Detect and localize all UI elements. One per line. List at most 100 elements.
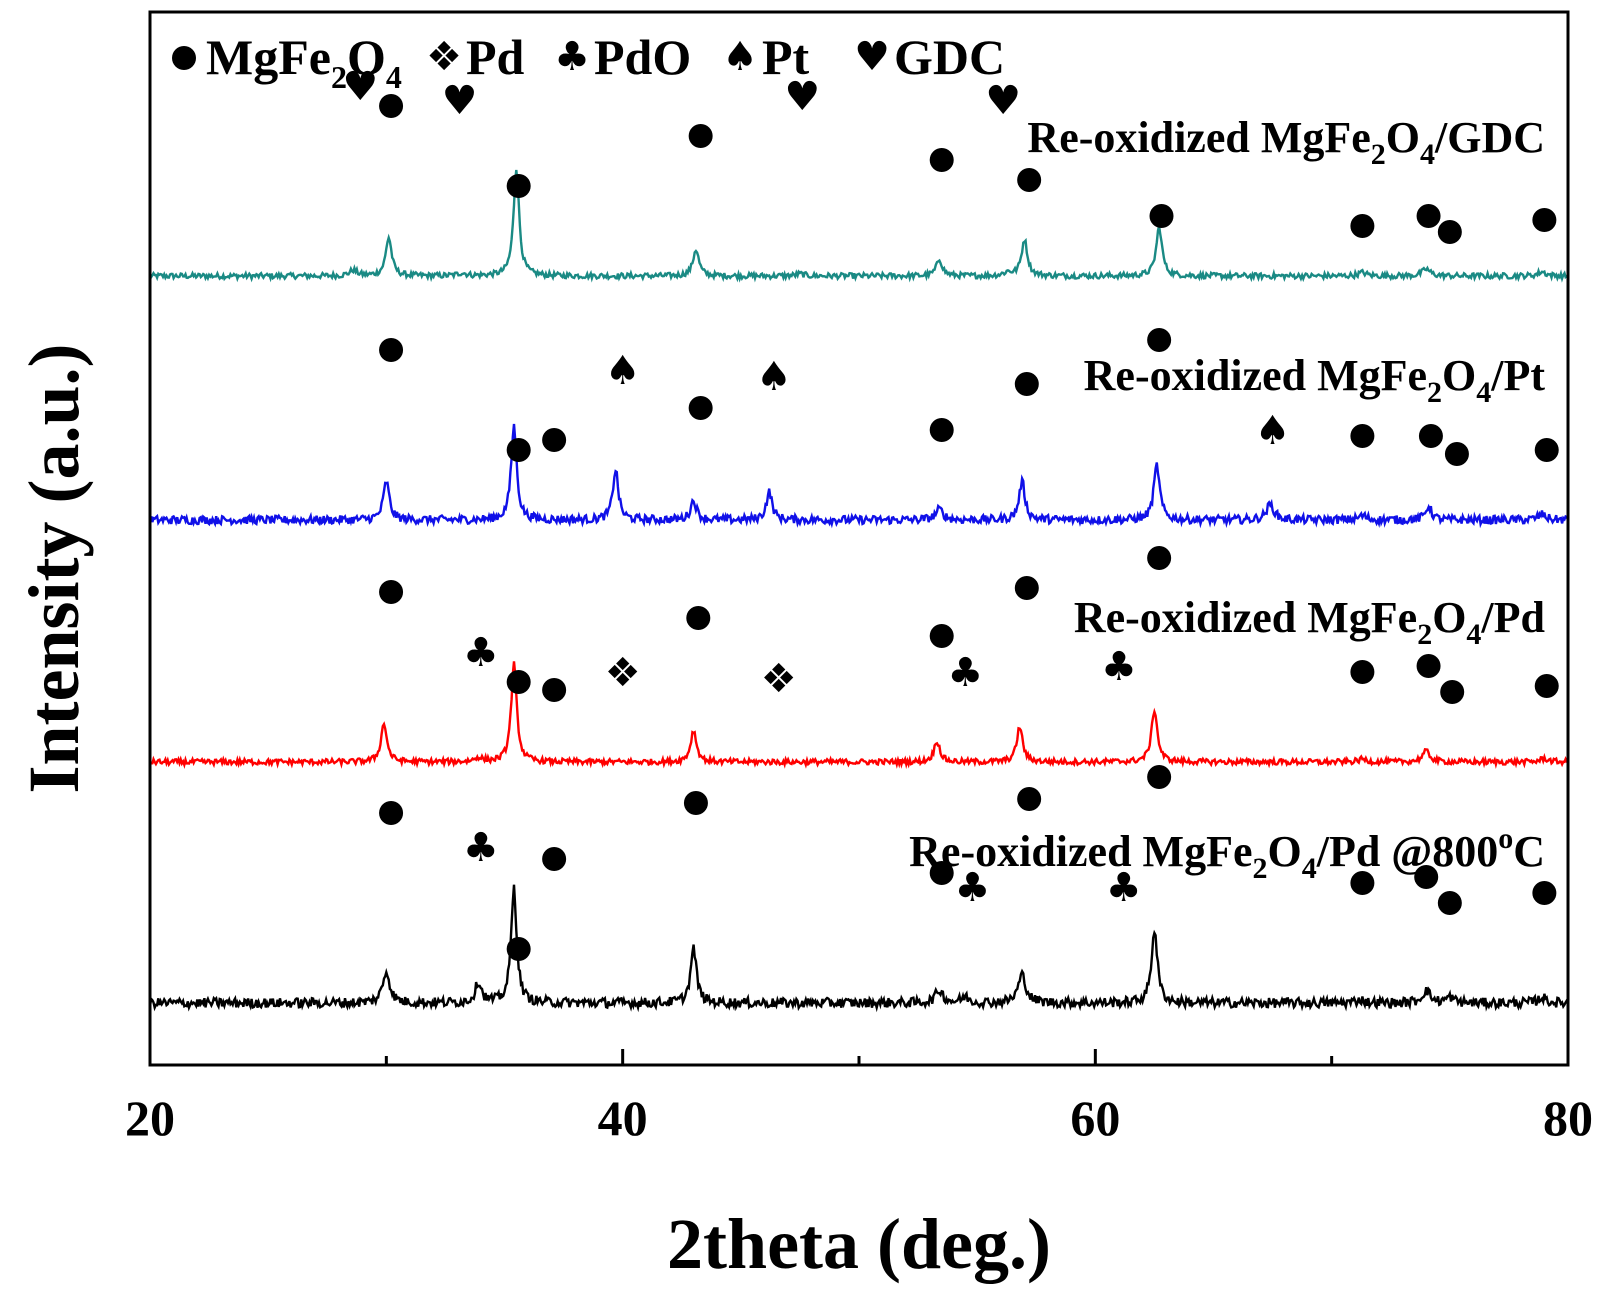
sample-label-part: /Pd [1480, 593, 1545, 642]
sample-label-part: 4 [1476, 376, 1491, 409]
mgfe2o4-peak-marker [506, 937, 531, 961]
mgfe2o4-peak-marker [929, 148, 954, 172]
mgfe2o4-peak-marker [1149, 204, 1174, 228]
mgfe2o4-peak-marker [688, 124, 713, 148]
legend-gdc-label: GDC [894, 29, 1005, 85]
x-tick-label: 20 [125, 1090, 175, 1146]
mgfe2o4-peak-marker [1414, 865, 1439, 889]
x-tick-label: 40 [598, 1090, 648, 1146]
mgfe2o4-peak-marker [542, 678, 567, 702]
mgfe2o4-peak-marker [929, 418, 954, 442]
xrd-pattern-line [148, 884, 1570, 1013]
mgfe2o4-peak-marker [1444, 442, 1469, 466]
mgfe2o4-peak-marker [1147, 328, 1172, 352]
legend-label-part: 4 [386, 59, 402, 95]
pt-peak-marker: ♠ [756, 354, 792, 400]
pd-peak-marker: ❖ [605, 650, 641, 696]
mgfe2o4-peak-marker [1440, 680, 1465, 704]
gdc-peak-marker: ♥ [985, 78, 1021, 124]
mgfe2o4-peak-marker [1534, 438, 1559, 462]
mgfe2o4-peak-marker [542, 428, 567, 452]
pdo-peak-marker: ♣ [947, 650, 983, 696]
sample-label-part: O [1442, 351, 1476, 400]
sample-label-part: Re-oxidized MgFe [909, 827, 1252, 876]
sample-label-part: Re-oxidized MgFe [1027, 113, 1370, 162]
mgfe2o4-peak-marker [1147, 546, 1172, 570]
sample-label-part: O [1267, 827, 1301, 876]
sample-label-part: 2 [1252, 852, 1267, 885]
legend-pt-marker: ♠ [722, 34, 758, 80]
sample-label: Re-oxidized MgFe2O4/Pd [1074, 593, 1545, 651]
series-layer [148, 169, 1570, 1013]
plot-frame [148, 10, 1570, 1067]
mgfe2o4-peak-marker [1416, 204, 1441, 228]
mgfe2o4-peak-marker [1532, 881, 1557, 905]
mgfe2o4-peak-marker [506, 438, 531, 462]
mgfe2o4-peak-marker [686, 606, 711, 630]
x-axis-ticks: 20 40 60 80 [125, 1049, 1593, 1146]
sample-label-part: 2 [1427, 376, 1442, 409]
mgfe2o4-peak-marker [379, 94, 404, 118]
legend-label-part: MgFe [206, 29, 331, 85]
mgfe2o4-peak-marker [1416, 654, 1441, 678]
mgfe2o4-peak-marker [542, 847, 567, 871]
sample-label-part: 4 [1466, 618, 1481, 651]
sample-label: Re-oxidized MgFe2O4/GDC [1027, 113, 1545, 171]
mgfe2o4-peak-marker [1437, 891, 1462, 915]
sample-label-part: 2 [1417, 618, 1432, 651]
legend: MgFe2O4 ❖ Pd ♣ PdO ♠ Pt ♥ GDC [172, 29, 1005, 95]
mgfe2o4-peak-marker [1014, 372, 1039, 396]
sample-label-part: /Pt [1490, 351, 1545, 400]
legend-label-part: 2 [331, 59, 347, 95]
mgfe2o4-peak-marker [1350, 660, 1375, 684]
mgfe2o4-peak-marker [1418, 424, 1443, 448]
mgfe2o4-peak-marker [506, 174, 531, 198]
sample-label-part: 4 [1302, 852, 1317, 885]
sample-label-part: /Pd @800 [1316, 827, 1499, 876]
peak-marker-layer: ♥ ♥ ♥ ♥ ♠ ♠ ♠ ♣ ❖ ❖ ♣ ♣ ♣ ♣ ♣ [342, 64, 1559, 961]
gdc-peak-marker: ♥ [342, 64, 378, 110]
mgfe2o4-peak-marker [1350, 424, 1375, 448]
pdo-peak-marker: ♣ [955, 865, 991, 911]
sample-label-part: 2 [1371, 138, 1386, 171]
mgfe2o4-peak-marker [1350, 871, 1375, 895]
mgfe2o4-peak-marker [688, 396, 713, 420]
legend-pd-marker: ❖ [426, 34, 462, 80]
xrd-pattern-line [148, 169, 1569, 283]
mgfe2o4-peak-marker [683, 791, 708, 815]
legend-mgfe2o4-marker [172, 46, 196, 70]
sample-label-part: o [1498, 822, 1513, 855]
pdo-peak-marker: ♣ [1101, 644, 1137, 690]
xrd-pattern-line [148, 423, 1570, 529]
x-tick-label: 60 [1070, 1090, 1120, 1146]
y-axis-title: Intensity (a.u.) [14, 343, 94, 793]
pdo-peak-marker: ♣ [463, 825, 499, 871]
mgfe2o4-peak-marker [379, 801, 404, 825]
sample-label: Re-oxidized MgFe2O4/Pd @800oC [909, 822, 1545, 885]
mgfe2o4-peak-marker [929, 861, 954, 885]
pdo-peak-marker: ♣ [1106, 865, 1142, 911]
legend-pd-label: Pd [466, 29, 525, 85]
mgfe2o4-peak-marker [929, 624, 954, 648]
pt-peak-marker: ♠ [605, 348, 641, 394]
mgfe2o4-peak-marker [1350, 214, 1375, 238]
mgfe2o4-peak-marker [1534, 674, 1559, 698]
mgfe2o4-peak-marker [1532, 208, 1557, 232]
sample-label-part: /GDC [1434, 113, 1545, 162]
legend-pdo-label: PdO [594, 29, 691, 85]
mgfe2o4-peak-marker [1437, 220, 1462, 244]
sample-label-part: 4 [1420, 138, 1435, 171]
sample-label-part: O [1386, 113, 1420, 162]
sample-label-part: Re-oxidized MgFe [1074, 593, 1417, 642]
pdo-peak-marker: ♣ [463, 630, 499, 676]
sample-label-part: O [1432, 593, 1466, 642]
legend-gdc-marker: ♥ [854, 34, 890, 80]
legend-pt-label: Pt [762, 29, 810, 85]
sample-label-part: C [1513, 827, 1545, 876]
legend-label-part: O [347, 29, 386, 85]
gdc-peak-marker: ♥ [784, 74, 820, 120]
legend-mgfe2o4-label: MgFe2O4 [206, 29, 402, 95]
x-axis-title: 2theta (deg.) [667, 1204, 1051, 1284]
